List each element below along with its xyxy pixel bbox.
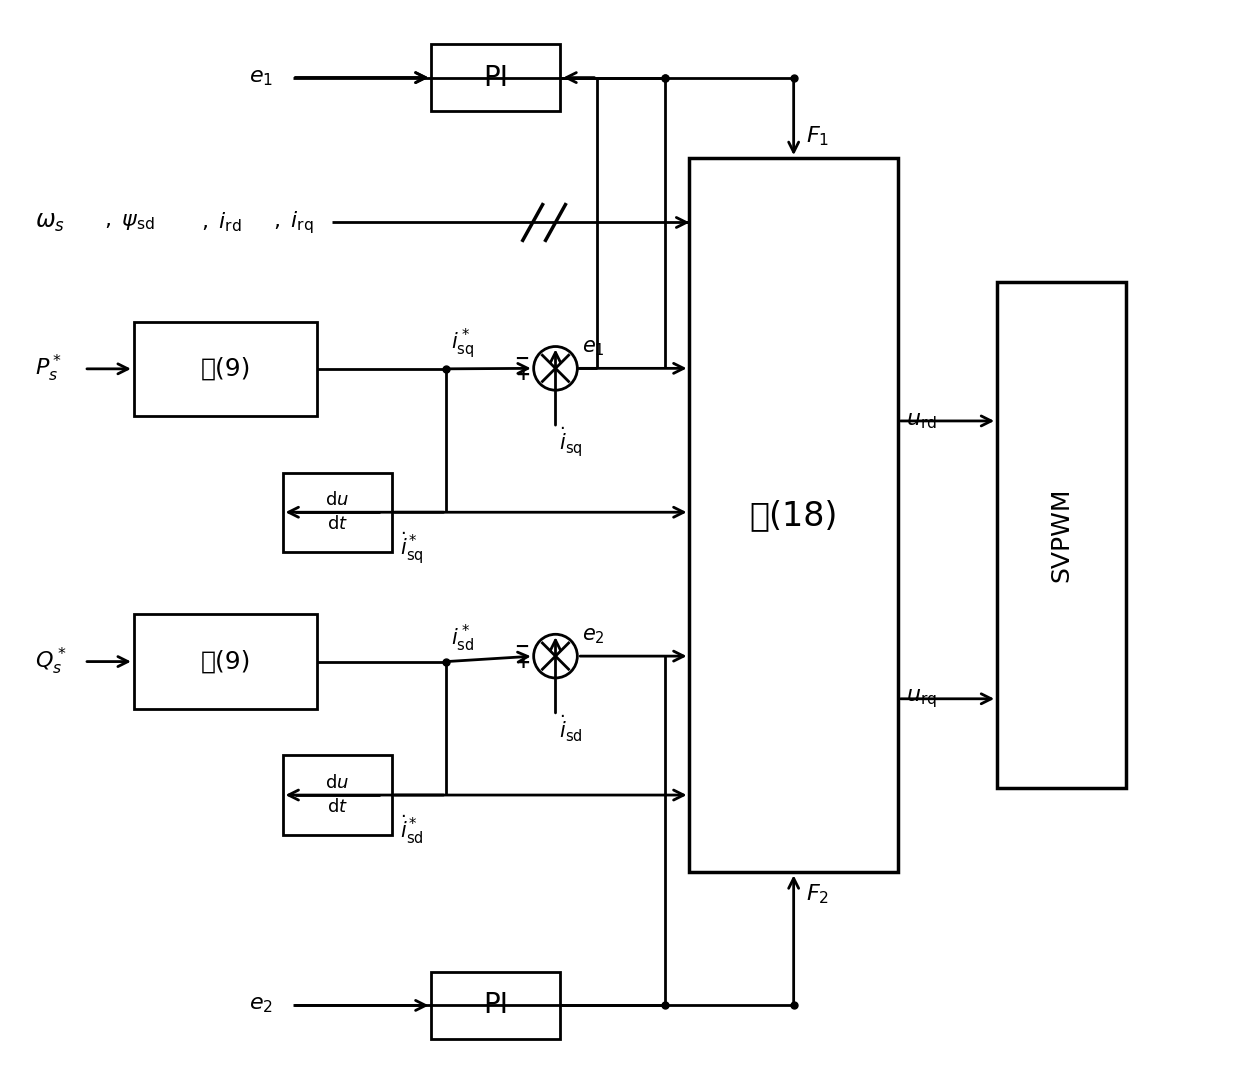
Text: $i_{\rm sd}^*$: $i_{\rm sd}^*$ [451, 623, 475, 653]
Text: $F_1$: $F_1$ [806, 125, 828, 148]
Bar [432, 972, 560, 1039]
Text: 式(9): 式(9) [201, 357, 250, 381]
Text: $\mathrm{d}u$: $\mathrm{d}u$ [325, 492, 350, 509]
Text: $F_2$: $F_2$ [806, 882, 828, 906]
Bar [283, 755, 392, 834]
Text: $\dot{i}_{\rm sq}$: $\dot{i}_{\rm sq}$ [559, 426, 583, 459]
Text: $Q_s^*$: $Q_s^*$ [35, 646, 66, 677]
Text: $P_s^*$: $P_s^*$ [35, 354, 62, 384]
Text: +: + [515, 367, 529, 384]
Bar [134, 614, 317, 709]
Text: $\omega_s$: $\omega_s$ [35, 210, 64, 234]
Text: $\mathrm{d}t$: $\mathrm{d}t$ [326, 515, 347, 533]
Text: $,\;i_{\rm rd}$: $,\;i_{\rm rd}$ [201, 210, 242, 234]
Bar [997, 282, 1126, 788]
Text: $\dot{i}_{\rm sd}^*$: $\dot{i}_{\rm sd}^*$ [399, 813, 423, 845]
Bar [689, 158, 898, 872]
Text: $\dot{i}_{\rm sq}^*$: $\dot{i}_{\rm sq}^*$ [399, 531, 423, 566]
Text: $u_{\rm rd}$: $u_{\rm rd}$ [905, 411, 936, 431]
Text: PI: PI [484, 992, 508, 1020]
Text: +: + [515, 654, 529, 672]
Text: $e_2$: $e_2$ [583, 626, 605, 647]
Bar [134, 322, 317, 416]
Text: $,\;\psi_{\rm sd}$: $,\;\psi_{\rm sd}$ [104, 213, 155, 232]
Text: −: − [515, 350, 529, 369]
Text: 式(9): 式(9) [201, 650, 250, 674]
Text: $,\;i_{\rm rq}$: $,\;i_{\rm rq}$ [273, 209, 314, 235]
Text: −: − [515, 638, 529, 656]
Text: $\mathrm{d}u$: $\mathrm{d}u$ [325, 774, 350, 792]
Text: $e_2$: $e_2$ [249, 995, 273, 1016]
Text: $\mathrm{d}t$: $\mathrm{d}t$ [326, 797, 347, 816]
Text: $e_1$: $e_1$ [583, 339, 605, 358]
Text: $e_1$: $e_1$ [249, 67, 273, 88]
Bar [283, 473, 392, 552]
Text: PI: PI [484, 64, 508, 91]
Text: $i_{\rm sq}^*$: $i_{\rm sq}^*$ [451, 327, 475, 361]
Text: 式(18): 式(18) [749, 499, 838, 532]
Text: $\dot{i}_{\rm sd}$: $\dot{i}_{\rm sd}$ [559, 714, 583, 744]
Text: $u_{\rm rq}$: $u_{\rm rq}$ [905, 688, 936, 711]
Text: SVPWM: SVPWM [1049, 488, 1074, 583]
Bar [432, 43, 560, 112]
